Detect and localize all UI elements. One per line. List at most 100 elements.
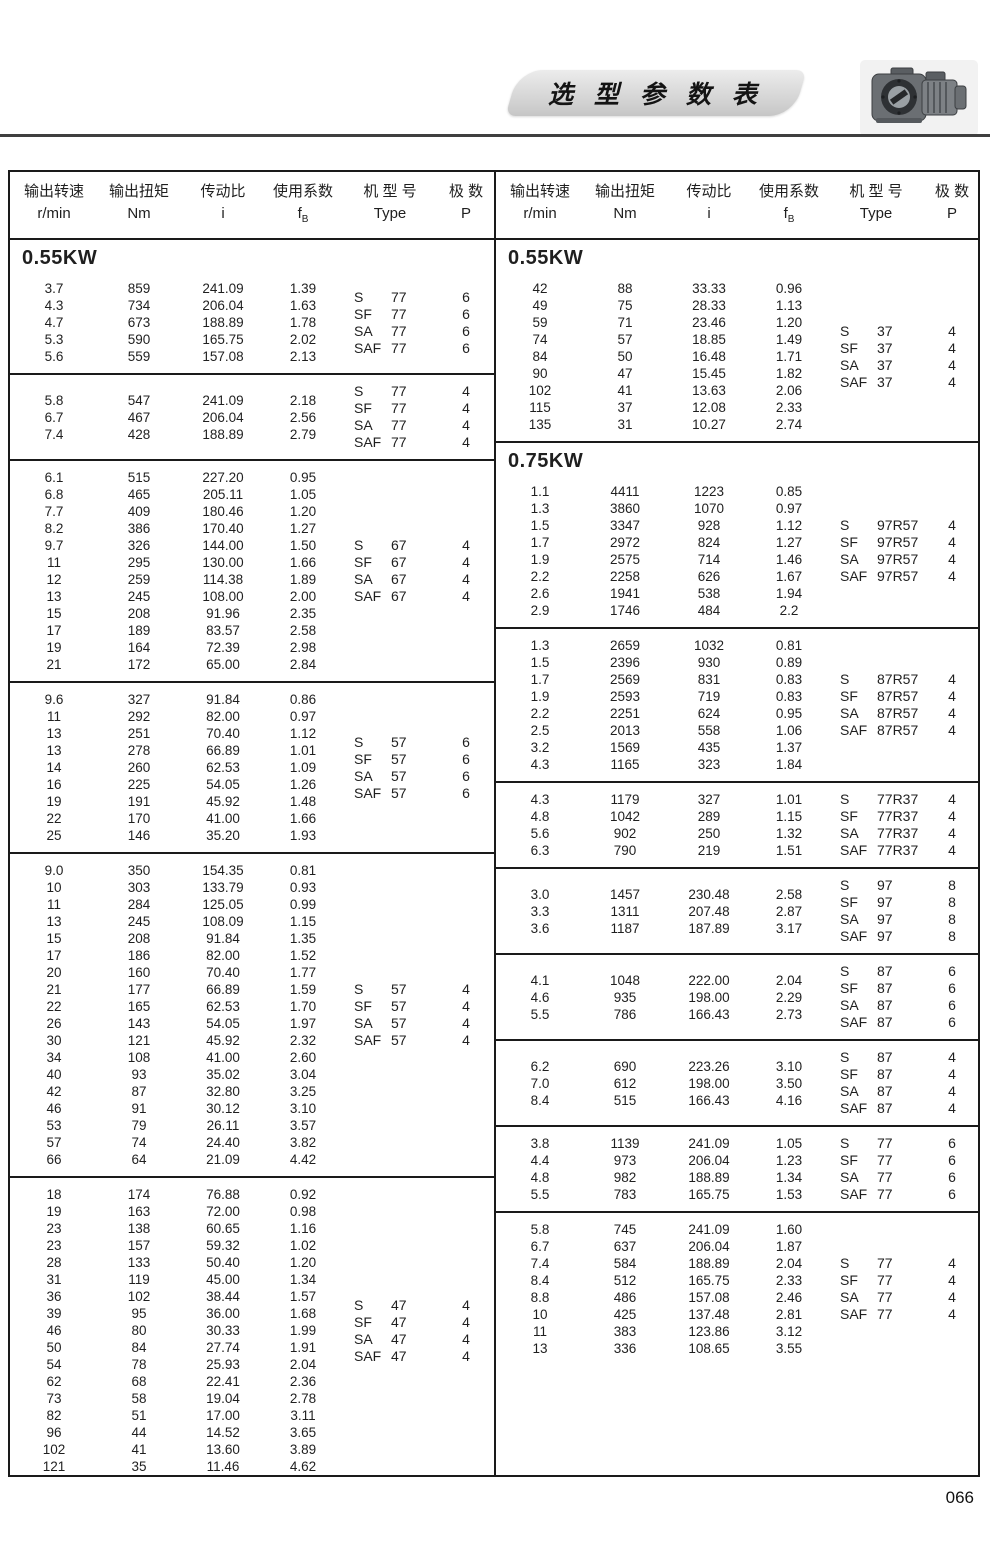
- cell-speed: 6.3: [530, 843, 550, 858]
- cell-speed: 74: [532, 332, 548, 347]
- cell-torque: 174: [127, 1187, 151, 1202]
- model-type: SAF 87R57: [826, 722, 926, 739]
- model-list: S 67 4 SF 67 4 SA 67 4 SAF 67 4: [340, 537, 492, 605]
- cell-speed: 2.6: [530, 586, 550, 601]
- cell-fb: 2.29: [775, 989, 803, 1005]
- cell-fb: 1.27: [289, 521, 317, 536]
- cell-torque: 350: [127, 863, 151, 878]
- page-title: 选 型 参 数 表: [548, 81, 764, 109]
- cell-torque: 486: [613, 1290, 637, 1305]
- model-row: SAF 57 4: [340, 1032, 492, 1049]
- cell-torque: 75: [617, 298, 633, 313]
- model-poles: 4: [948, 1049, 956, 1065]
- table-row: 13 278 66.89 1.01: [10, 742, 340, 759]
- cell-speed: 3.6: [530, 920, 550, 936]
- cell-fb: 1.01: [775, 792, 803, 807]
- model-type: SAF 67: [340, 588, 440, 605]
- table-row: 115 37 12.08 2.33: [496, 399, 826, 416]
- cell-ratio: 626: [697, 569, 721, 584]
- model-series: S: [354, 1296, 364, 1313]
- model-type: SA 67: [340, 571, 440, 588]
- cell-ratio: 108.65: [688, 1341, 730, 1356]
- cell-speed: 19: [46, 1204, 62, 1219]
- cell-fb: 0.96: [775, 281, 803, 296]
- cell-torque: 292: [127, 709, 151, 724]
- cell-fb: 3.57: [289, 1118, 317, 1133]
- cell-fb: 4.42: [289, 1152, 317, 1167]
- model-type: SA 47: [340, 1331, 440, 1348]
- table-row: 54 78 25.93 2.04: [10, 1356, 340, 1373]
- cell-speed: 9.0: [44, 863, 64, 878]
- cell-speed: 28: [46, 1255, 62, 1270]
- cell-fb: 0.81: [289, 863, 317, 878]
- table-row: 6.2 690 223.26 3.10: [496, 1058, 826, 1075]
- cell-speed: 57: [46, 1135, 62, 1150]
- cell-speed: 4.3: [44, 298, 64, 313]
- cell-torque: 189: [127, 623, 151, 638]
- cell-torque: 71: [617, 315, 633, 330]
- cell-ratio: 125.05: [202, 897, 244, 912]
- model-poles: 4: [462, 383, 470, 399]
- cell-fb: 1.70: [289, 999, 317, 1014]
- cell-ratio: 41.00: [206, 811, 240, 826]
- table-row: 46 80 30.33 1.99: [10, 1322, 340, 1339]
- cell-ratio: 180.46: [202, 504, 244, 519]
- table-row: 2.6 1941 538 1.94: [496, 585, 826, 602]
- cell-torque: 467: [127, 409, 151, 425]
- model-series: S: [840, 877, 850, 893]
- cell-fb: 2.98: [289, 640, 317, 655]
- model-poles: 4: [948, 1083, 956, 1099]
- cell-fb: 1.15: [289, 914, 317, 929]
- cell-torque: 1569: [609, 740, 641, 755]
- model-list: S 87 6 SF 87 6 SA 87 6 SAF 87 6: [826, 963, 978, 1031]
- cell-ratio: 11.46: [206, 1459, 240, 1474]
- cell-torque: 1048: [609, 972, 641, 988]
- cell-ratio: 45.00: [206, 1272, 240, 1287]
- model-type: SAF 87: [826, 1100, 926, 1117]
- model-series: SA: [840, 1083, 859, 1099]
- model-series: SA: [840, 997, 859, 1013]
- cell-fb: 1.52: [289, 948, 317, 963]
- header-cell: 极 数 P: [440, 181, 492, 231]
- cell-ratio: 13.63: [692, 383, 726, 398]
- model-size: 57: [391, 1032, 407, 1048]
- table-row: 34 108 41.00 2.60: [10, 1049, 340, 1066]
- table-row: 57 74 24.40 3.82: [10, 1134, 340, 1151]
- cell-ratio: 170.40: [202, 521, 244, 536]
- model-row: SA 77 6: [340, 323, 492, 340]
- table-row: 13 245 108.00 2.00: [10, 588, 340, 605]
- table-row: 20 160 70.40 1.77: [10, 964, 340, 981]
- model-poles: 4: [462, 1347, 470, 1364]
- cell-torque: 1457: [609, 886, 641, 902]
- spec-block: 18 174 76.88 0.92 19 163 72.00 0.98 23 138 60.65 1.…: [10, 1176, 494, 1475]
- model-size: 87: [877, 1100, 893, 1116]
- model-size: 87: [877, 1049, 893, 1065]
- table-row: 15 208 91.84 1.35: [10, 930, 340, 947]
- cell-ratio: 831: [697, 672, 721, 687]
- cell-torque: 982: [613, 1170, 637, 1185]
- spec-block: 5.8 547 241.09 2.18 6.7 467 206.04 2.56 7.4 428 18…: [10, 373, 494, 459]
- cell-torque: 1042: [609, 809, 641, 824]
- model-series: SA: [840, 825, 859, 841]
- cell-torque: 138: [127, 1221, 151, 1236]
- cell-speed: 6.7: [530, 1239, 550, 1254]
- model-size: 77: [391, 339, 407, 356]
- model-poles: 4: [948, 671, 956, 687]
- model-row: SA 47 4: [340, 1331, 492, 1348]
- cell-fb: 0.95: [289, 470, 317, 485]
- table-row: 59 71 23.46 1.20: [496, 314, 826, 331]
- model-row: S 87 6: [826, 963, 978, 980]
- cell-fb: 1.89: [289, 572, 317, 587]
- model-row: SAF 57 6: [340, 785, 492, 802]
- model-poles: 6: [462, 322, 470, 339]
- table-row: 13 336 108.65 3.55: [496, 1340, 826, 1357]
- table-column-right: 输出转速 r/min 输出扭矩 Nm 传动比 i 使用系数 fB 机 型 号 Type 极 数 P 0.…: [494, 172, 978, 1475]
- cell-fb: 3.10: [289, 1101, 317, 1116]
- model-size: 67: [391, 537, 407, 553]
- header-cell: 传动比 i: [180, 181, 266, 231]
- table-row: 28 133 50.40 1.20: [10, 1254, 340, 1271]
- cell-ratio: 166.43: [688, 1006, 730, 1022]
- cell-torque: 515: [127, 470, 151, 485]
- cell-fb: 1.20: [289, 1255, 317, 1270]
- model-size: 87R57: [877, 705, 919, 721]
